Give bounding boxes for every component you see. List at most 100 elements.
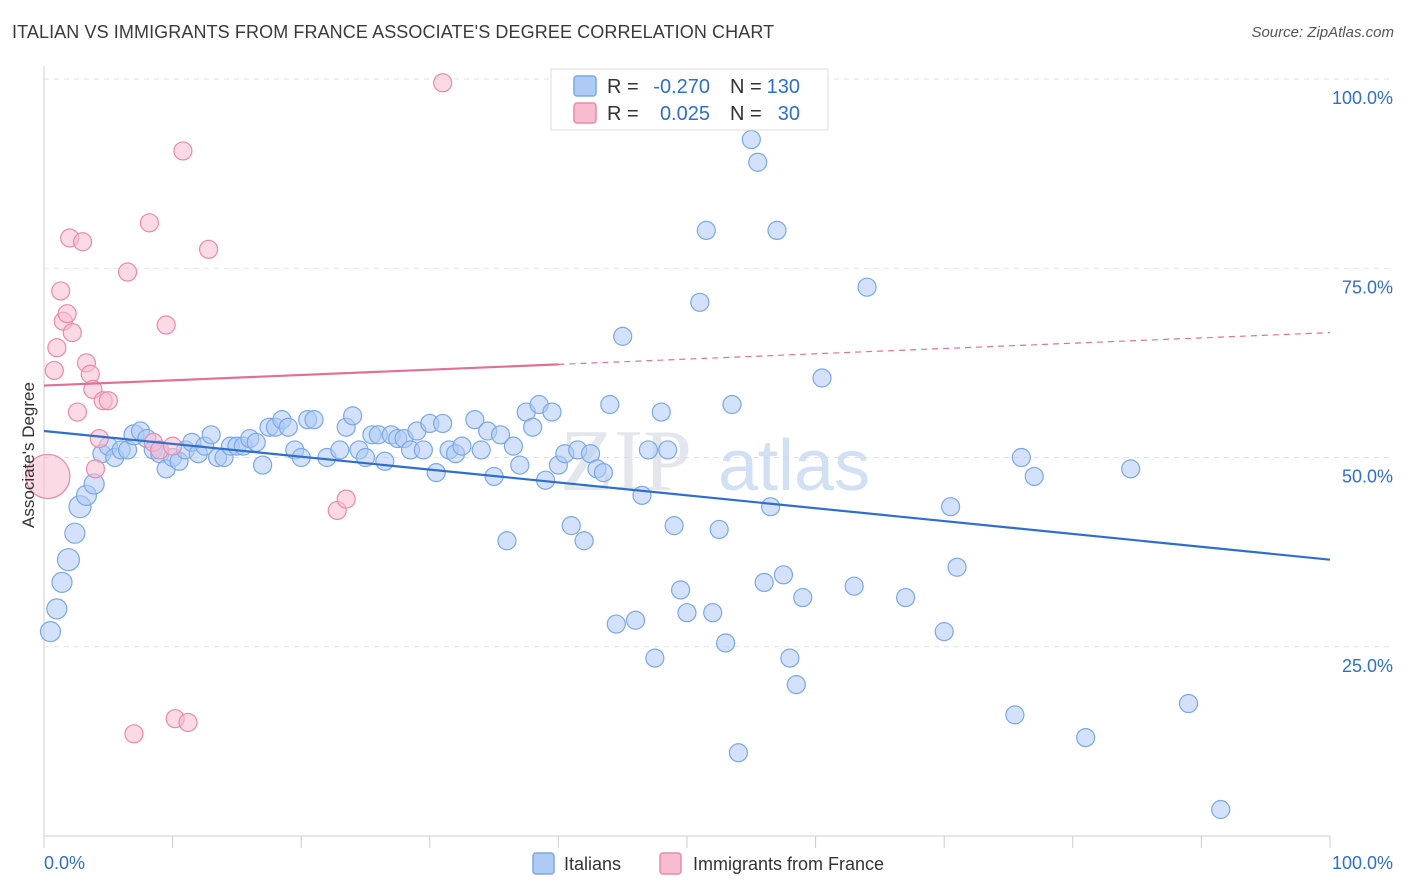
point-france [62,322,82,343]
point-italians [664,516,684,536]
legend-n-label-italians: N = [730,76,762,98]
point-france [163,436,183,456]
point-italians [934,622,954,642]
point-italians [896,587,916,608]
point-italians [433,413,453,434]
point-italians [523,417,543,437]
point-italians [1211,799,1231,820]
scatter-points [25,73,1231,820]
chart-title: ITALIAN VS IMMIGRANTS FROM FRANCE ASSOCI… [12,22,775,42]
legend-r-label-italians: R = [607,76,639,98]
point-italians [651,402,671,422]
point-italians [413,440,433,460]
legend-frame [550,68,829,131]
point-italians [645,648,665,668]
point-italians [844,576,864,596]
point-italians [709,519,729,540]
x-tick-label-max: 100.0% [1332,853,1393,873]
point-italians [780,648,800,668]
point-italians [426,463,446,483]
point-italians [1005,705,1025,725]
point-italians [1178,693,1199,714]
x-tick-label-min: 0.0% [44,853,85,873]
point-italians [471,440,491,460]
point-italians [375,451,395,471]
gridlines [44,78,1392,648]
point-italians [593,463,614,483]
point-italians [741,129,761,150]
point-italians [812,368,832,388]
point-italians [1076,727,1096,748]
point-italians [947,557,967,577]
point-france [178,712,198,733]
legend-r-value-france: 0.025 [660,103,710,125]
point-france [199,239,219,259]
bottom-legend: Italians Immigrants from France [532,852,884,875]
y-tick-label: 100.0% [1332,88,1393,108]
bottom-legend-swatch-italians [532,852,555,875]
point-italians [503,436,523,456]
point-italians [773,565,794,585]
point-italians [690,292,710,312]
legend-n-value-france: 30 [778,103,800,125]
legend-swatch-france [573,102,597,124]
y-tick-labels: 25.0% 50.0% 75.0% 100.0% [1332,88,1393,676]
legend-swatch-italians [573,75,597,97]
point-italians [638,440,659,460]
point-italians [606,614,626,634]
point-france [25,453,71,500]
y-axis-title: Associate's Degree [19,382,38,528]
legend-r-label-france: R = [607,103,639,125]
point-italians [278,417,298,437]
point-italians [39,621,62,643]
point-france [433,73,453,93]
point-italians [46,598,68,620]
point-france [117,262,138,282]
y-tick-label: 75.0% [1342,277,1393,297]
point-italians [760,497,781,517]
point-italians [1121,459,1141,479]
point-italians [542,402,562,422]
point-italians [574,531,594,551]
point-italians [670,580,691,600]
point-italians [56,548,81,572]
y-tick-label: 25.0% [1342,656,1393,676]
point-france [98,391,118,411]
point-italians [786,674,806,695]
x-tick-labels: 0.0% 100.0% [44,853,1393,873]
point-italians [465,410,485,430]
point-italians [941,497,961,517]
legend-n-label-france: N = [730,103,762,125]
point-italians [330,440,350,460]
point-france [72,232,93,252]
point-italians [625,610,646,630]
point-france [156,315,176,335]
bottom-legend-label-italians: Italians [564,854,621,874]
point-italians [715,633,736,653]
legend-r-value-italians: -0.270 [653,76,710,98]
point-italians [201,425,221,445]
point-france [57,304,77,324]
trend-line-italians [43,429,1331,561]
point-france [173,141,193,161]
trend-lines [43,331,1331,561]
point-italians [677,603,697,623]
point-italians [1024,466,1044,487]
point-france [67,402,88,422]
y-tick-label: 50.0% [1342,467,1393,487]
point-italians [728,743,749,763]
point-italians [600,394,620,415]
point-italians [452,436,472,456]
legend-n-value-italians: 130 [767,76,800,98]
point-italians [497,531,517,551]
point-italians [51,571,73,594]
point-italians [857,277,877,297]
point-france [89,428,109,449]
point-italians [722,394,742,415]
point-france [51,281,71,301]
point-italians [253,455,273,475]
point-france [124,724,144,744]
point-italians [510,455,530,475]
point-italians [246,432,266,452]
point-italians [64,522,86,544]
